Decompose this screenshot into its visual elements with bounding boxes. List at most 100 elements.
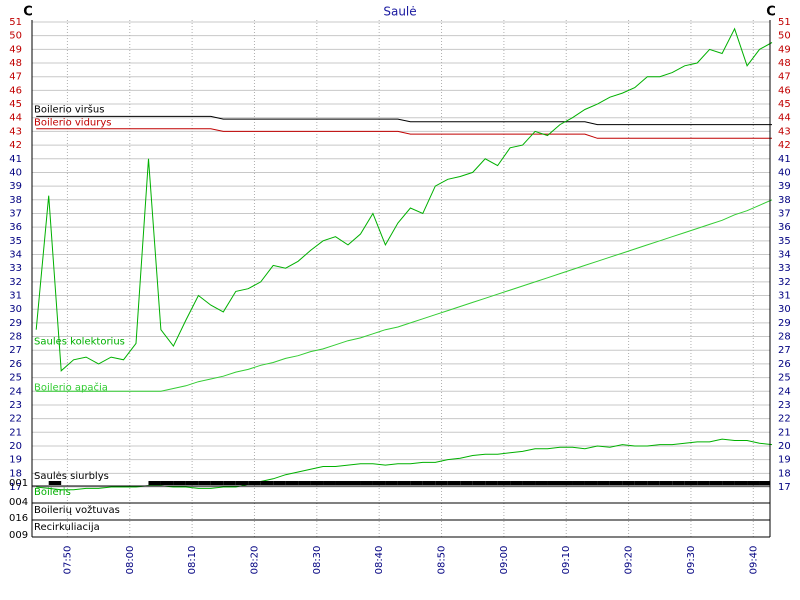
y-tick-label: 26 [9,359,22,370]
lane-label: Boilerių vožtuvas [34,504,120,516]
y-tick-label: 48 [9,58,22,69]
y-tick-label: 35 [778,236,791,247]
y-tick-label: 37 [778,208,791,219]
y-tick-label: 37 [9,208,22,219]
y-tick-label: 45 [9,99,22,110]
y-tick-label: 42 [778,140,791,151]
y-unit: C [766,5,776,20]
pump-on-bar [422,481,436,485]
series-line [36,128,772,139]
y-tick-label: 46 [9,85,22,96]
y-tick-label: 44 [9,113,22,124]
pump-on-bar [622,481,635,485]
x-tick-label: 07:50 [62,546,73,575]
pump-on-bar [460,481,473,485]
y-tick-label: 46 [778,85,791,96]
pump-on-bar [360,481,373,485]
y-tick-label: 50 [778,31,791,42]
y-tick-label: 24 [778,386,791,397]
y-tick-label: 36 [778,222,791,233]
y-tick-label: 26 [778,359,791,370]
pump-on-bar [572,481,585,485]
pump-on-bar [734,481,748,485]
y-tick-label: 20 [9,441,22,452]
y-tick-label: 28 [9,332,22,343]
y-tick-label: 31 [9,291,22,302]
pump-on-bar [397,481,411,485]
pump-on-bar [722,481,735,485]
pump-on-bar [385,481,398,485]
y-tick-label: 31 [778,291,791,302]
y-tick-label: 18 [778,468,791,479]
series-line [36,199,773,392]
pump-on-bar [560,481,573,485]
x-tick-label: 08:00 [125,546,136,575]
pump-on-bar [672,481,685,485]
series-label: Boilerio apačia [34,381,108,393]
y-tick-label: 34 [9,250,22,261]
y-tick-label: 17 [778,482,791,493]
y-tick-label: 48 [778,58,791,69]
y-tick-label: 32 [9,277,22,288]
pump-on-bar [634,481,648,485]
pump-on-bar [609,481,623,485]
y-tick-label: 28 [778,332,791,343]
y-tick-label: 44 [778,113,791,124]
pump-on-bar [510,481,523,485]
pump-on-bar [410,481,423,485]
y-tick-label: 29 [9,318,22,329]
y-tick-label: 19 [9,455,22,466]
y-tick-label: 25 [778,373,791,384]
pump-on-bar [160,481,174,485]
x-tick-label: 09:10 [561,546,572,575]
series-label: Boileris [34,487,71,498]
pump-on-bar [759,481,770,485]
pump-on-bar [260,481,274,485]
lane-label: Saulės siurblys [34,471,109,482]
y-tick-label: 22 [9,414,22,425]
y-tick-label: 47 [778,72,791,83]
y-tick-label: 29 [778,318,791,329]
y-tick-label: 19 [778,455,791,466]
x-tick-label: 08:10 [187,546,198,575]
y-tick-label: 41 [778,154,791,165]
grid [32,20,770,537]
y-tick-label: 43 [778,126,791,137]
x-tick-label: 09:30 [686,546,697,575]
x-tick-label: 08:20 [249,546,260,575]
y-tick-label: 50 [9,31,22,42]
x-tick-label: 08:50 [437,546,448,575]
lane-code: 009 [9,530,28,541]
pump-on-bar [185,481,199,485]
pump-on-bar [472,481,486,485]
y-tick-label: 40 [9,167,22,178]
y-tick-label: 33 [778,263,791,274]
pump-on-bar [273,481,286,485]
pump-on-bar [335,481,348,485]
y-tick-label: 43 [9,126,22,137]
y-unit: C [23,5,33,20]
pump-on-bar [747,481,760,485]
y-tick-label: 23 [778,400,791,411]
y-tick-label: 35 [9,236,22,247]
x-tick-label: 08:40 [374,546,385,575]
y-tick-label: 49 [778,44,791,55]
pump-on-bar [597,481,610,485]
pump-on-bar [647,481,660,485]
y-tick-label: 41 [9,154,22,165]
y-tick-label: 22 [778,414,791,425]
y-tick-label: 30 [9,304,22,315]
pump-on-bar [659,481,673,485]
y-tick-label: 27 [9,345,22,356]
y-tick-label: 18 [9,468,22,479]
pump-on-bar [348,481,361,485]
pump-on-bar [298,481,311,485]
pump-on-bar [435,481,448,485]
pump-on-bar [248,481,261,485]
x-tick-label: 09:00 [499,546,510,575]
x-tick-label: 09:20 [624,546,635,575]
series-line [35,27,773,372]
lane-code: 004 [9,497,28,508]
y-tick-label: 51 [778,17,791,28]
pump-on-bar [148,481,161,485]
